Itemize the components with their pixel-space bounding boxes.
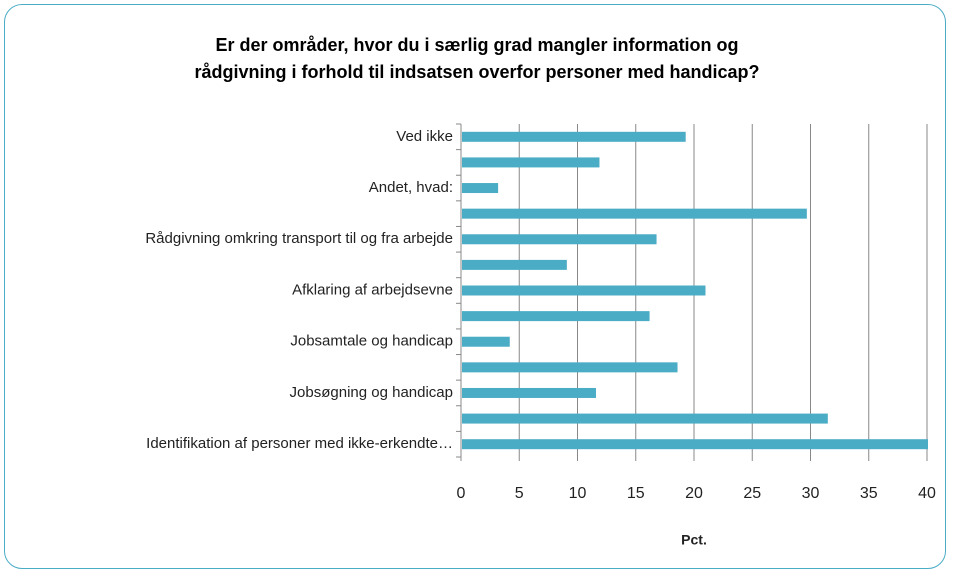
bar (462, 208, 807, 219)
x-tick-label: 20 (685, 485, 703, 502)
bar (462, 131, 686, 142)
x-tick-label: 10 (569, 485, 587, 502)
x-tick-label: 30 (802, 485, 820, 502)
bar (462, 311, 650, 322)
bar (462, 259, 567, 270)
y-tick-label: Afklaring af arbejdsevne (292, 281, 453, 298)
bar (462, 439, 928, 450)
bar (462, 362, 678, 373)
chart-frame (4, 4, 946, 569)
x-axis-label: Pct. (681, 532, 707, 548)
y-tick-label: Identifikation af personer med ikke-erke… (146, 435, 453, 452)
bar (462, 234, 657, 245)
bar (462, 387, 596, 398)
bar (462, 157, 600, 168)
bar (462, 413, 828, 424)
bar (462, 285, 706, 296)
x-tick-label: 0 (457, 485, 466, 502)
x-tick-label: 5 (515, 485, 524, 502)
bar (462, 336, 510, 347)
x-tick-label: 35 (860, 485, 878, 502)
y-tick-label: Jobsamtale og handicap (290, 333, 453, 350)
y-tick-label: Andet, hvad: (369, 179, 453, 196)
y-tick-label: Rådgivning omkring transport til og fra … (145, 230, 453, 247)
x-tick-label: 40 (918, 485, 936, 502)
x-tick-label: 15 (627, 485, 645, 502)
y-tick-label: Jobsøgning og handicap (290, 384, 453, 401)
chart-title: Er der områder, hvor du i særlig grad ma… (194, 35, 760, 82)
x-tick-label: 25 (743, 485, 761, 502)
bar (462, 183, 499, 194)
y-tick-label: Ved ikke (396, 128, 453, 145)
